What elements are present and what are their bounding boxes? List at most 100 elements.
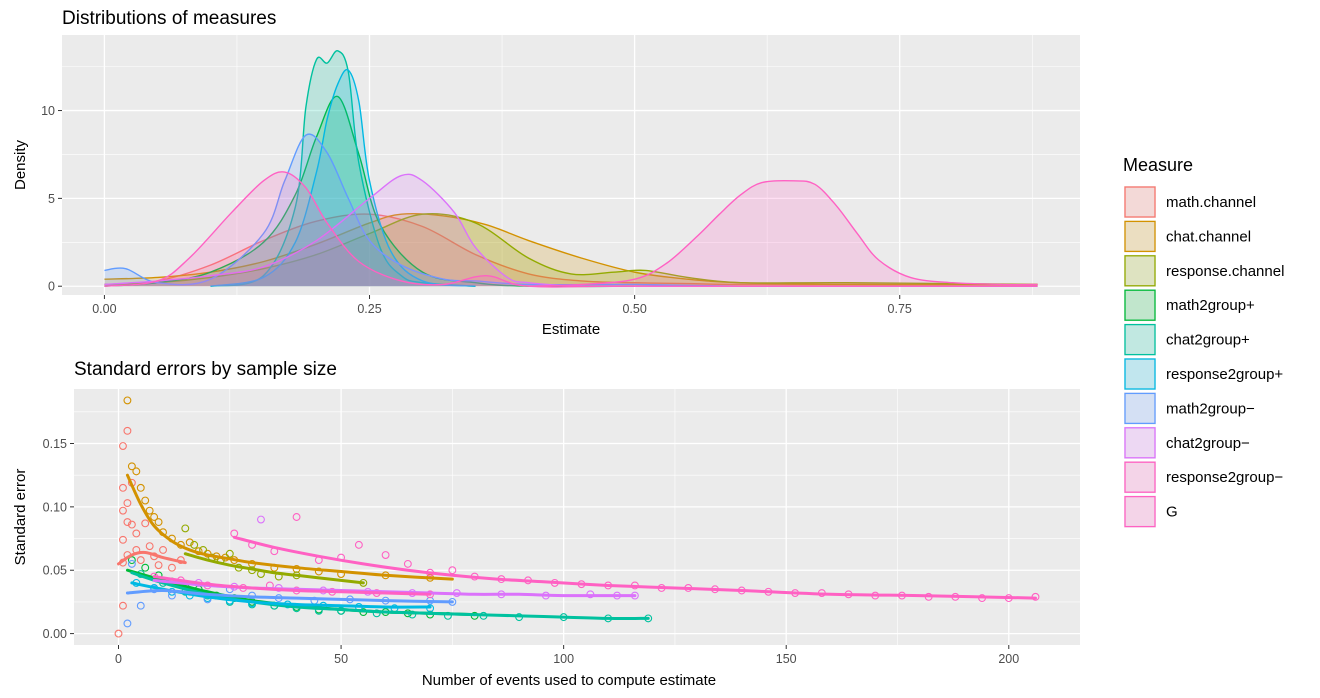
legend-label: G <box>1166 504 1178 521</box>
x-tick-label: 50 <box>334 652 348 666</box>
legend-item: response2group+ <box>1124 358 1283 390</box>
density-x-ticks: 0.00 0.25 0.50 0.75 <box>92 295 912 316</box>
legend-title: Measure <box>1123 155 1193 175</box>
x-tick-label: 100 <box>553 652 574 666</box>
legend-item: G <box>1124 495 1178 528</box>
legend-swatch <box>1124 358 1156 390</box>
scatter-point <box>141 496 150 505</box>
legend-swatch <box>1124 427 1156 459</box>
legend-label: response.channel <box>1166 263 1284 280</box>
scatter-point <box>167 563 176 572</box>
density-area-response.channel <box>104 213 1038 287</box>
scatter-point <box>127 559 136 568</box>
scatter-point <box>145 506 154 515</box>
x-tick-label: 0.25 <box>357 302 381 316</box>
legend-key-background <box>1124 358 1156 390</box>
density-x-axis-label: Estimate <box>542 321 600 338</box>
density-area-chat.channel <box>104 213 1038 287</box>
se-chart-title: Standard errors by sample size <box>74 359 337 380</box>
scatter-point <box>314 567 323 576</box>
legend-swatch <box>1124 186 1156 218</box>
scatter-point <box>119 535 127 544</box>
scatter-point <box>381 551 390 559</box>
scatter-point <box>136 556 145 565</box>
density-y-ticks: 0 5 10 <box>41 104 62 294</box>
legend-swatch <box>1124 289 1156 321</box>
y-tick-label: 0.00 <box>43 627 67 641</box>
legend-label: response2group− <box>1166 469 1283 486</box>
y-tick-label: 0.15 <box>43 437 67 451</box>
density-chart-title: Distributions of measures <box>62 8 276 29</box>
legend-key-background <box>1124 220 1156 253</box>
scatter-point <box>127 462 136 471</box>
legend-item: math.channel <box>1124 186 1256 218</box>
density-area-response2group− <box>104 171 1038 287</box>
legend-swatch <box>1124 392 1156 425</box>
legend-key-background <box>1124 323 1156 356</box>
density-area-math2group− <box>104 134 1038 287</box>
scatter-point <box>114 629 123 638</box>
x-tick-label: 0.50 <box>622 302 646 316</box>
legend-key-background <box>1124 289 1156 322</box>
scatter-point <box>448 566 457 575</box>
density-area-response2group+ <box>210 69 476 287</box>
se-x-ticks: 0 50 100 150 200 <box>115 645 1019 666</box>
density-line-response2group+ <box>210 68 476 287</box>
legend-key-background <box>1124 254 1156 287</box>
scatter-point <box>123 518 132 527</box>
legend-swatch <box>1124 461 1156 493</box>
legend-label: math2group− <box>1166 400 1255 417</box>
y-tick-label: 0 <box>48 280 55 294</box>
legend-swatch <box>1124 323 1156 356</box>
x-tick-label: 0 <box>115 652 122 666</box>
legend-key-background <box>1124 495 1156 528</box>
scatter-point <box>132 467 141 476</box>
legend-item: response2group− <box>1124 461 1283 494</box>
legend-key-background <box>1124 392 1156 425</box>
trend-line-response2group− <box>152 575 432 596</box>
x-tick-label: 150 <box>776 652 797 666</box>
density-y-axis-label: Density <box>12 139 29 190</box>
scatter-point <box>123 619 132 628</box>
y-tick-label: 10 <box>41 104 55 118</box>
legend-swatch <box>1124 220 1156 253</box>
legend-item: chat2group− <box>1124 426 1250 459</box>
scatter-point <box>145 542 154 551</box>
scatter-point <box>136 601 145 610</box>
scatter-point <box>257 515 265 524</box>
scatter-point <box>123 426 132 435</box>
scatter-point <box>119 483 127 492</box>
density-area-chat2group+ <box>210 50 476 287</box>
density-area-math2group+ <box>104 96 635 287</box>
scatter-point <box>132 529 141 538</box>
y-tick-label: 0.05 <box>43 564 67 578</box>
density-area-G <box>528 180 1038 287</box>
density-line-chat2group+ <box>210 50 476 287</box>
scatter-point <box>127 520 136 529</box>
scatter-point <box>123 499 132 508</box>
y-tick-label: 5 <box>48 192 55 206</box>
scatter-point <box>159 545 167 554</box>
legend-item: math2group− <box>1124 392 1255 425</box>
legend-item: chat2group+ <box>1124 323 1250 356</box>
scatter-point <box>185 538 194 547</box>
scatter-point <box>225 549 234 558</box>
density-areas <box>104 50 1038 288</box>
scatter-point <box>154 561 163 570</box>
scatter-point <box>123 396 132 405</box>
density-line-response2group− <box>104 171 1038 288</box>
scatter-point <box>154 518 163 527</box>
x-tick-label: 200 <box>998 652 1019 666</box>
scatter-point <box>127 556 136 565</box>
legend-swatch <box>1124 255 1156 287</box>
density-plot-panel <box>62 35 1080 295</box>
legend-key-background <box>1124 461 1156 494</box>
density-line-response.channel <box>104 213 1038 286</box>
scatter-point <box>136 483 145 492</box>
se-plot-panel <box>74 389 1080 645</box>
legend-key-background <box>1124 426 1156 459</box>
trend-line-chat.channel <box>125 473 454 581</box>
y-tick-label: 0.10 <box>43 500 67 514</box>
